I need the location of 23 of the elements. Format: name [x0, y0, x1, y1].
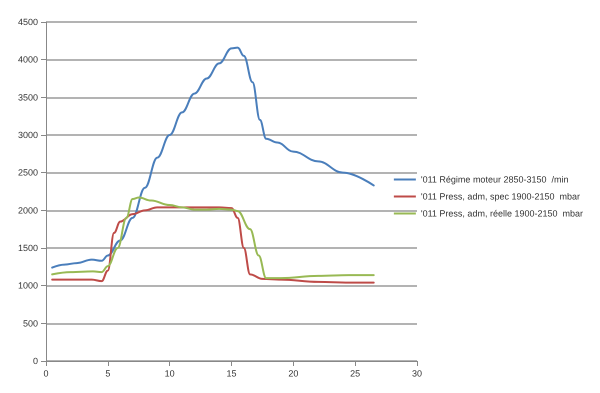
legend-label: '011 Régime moteur 2850-3150 /min — [420, 174, 568, 184]
x-tick-label: 20 — [288, 368, 298, 378]
line-series — [51, 206, 375, 284]
line-series — [51, 196, 375, 280]
y-tick-label: 0 — [32, 356, 38, 366]
y-tick-label: 500 — [22, 318, 38, 328]
y-tick-label: 1500 — [18, 243, 38, 253]
y-tick-label: 2500 — [18, 168, 38, 178]
y-tick-label: 4000 — [18, 54, 38, 65]
x-tick-label: 30 — [412, 368, 422, 378]
line-series — [51, 46, 375, 269]
y-tick-label: 3000 — [18, 130, 38, 140]
x-tick-label: 5 — [105, 368, 110, 378]
x-tick-label: 25 — [350, 368, 360, 378]
legend-label: '011 Press, adm, spec 1900-2150 mbar — [420, 192, 580, 202]
x-tick-label: 0 — [43, 368, 49, 378]
x-tick-label: 10 — [164, 368, 175, 378]
y-tick-label: 2000 — [18, 205, 38, 216]
legend-label: '011 Press, adm, réelle 1900-2150 mbar — [420, 208, 584, 218]
y-tick-label: 4500 — [18, 17, 38, 27]
y-tick-label: 3500 — [18, 92, 38, 102]
y-tick-label: 1000 — [18, 280, 38, 291]
x-tick-label: 15 — [226, 368, 237, 378]
